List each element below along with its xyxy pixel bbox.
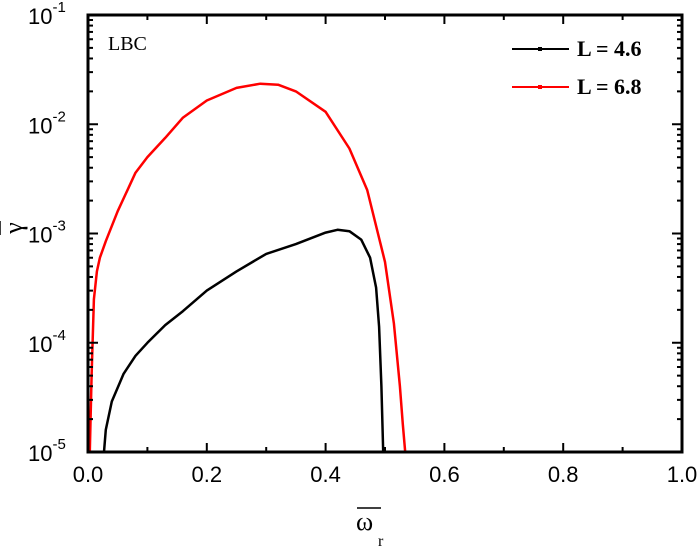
y-axis-title-gamma: γ	[0, 222, 28, 235]
legend-item-l46: L = 4.6	[512, 36, 642, 61]
data-curves	[88, 82, 407, 453]
y-axis-title: γ	[0, 221, 28, 235]
y-tick-label: 10-1	[28, 0, 66, 29]
x-tick-label: 1.0	[667, 462, 698, 487]
x-tick-label: 0.6	[429, 462, 460, 487]
y-tick-label: 10-2	[28, 108, 66, 138]
legend-marker-black	[538, 47, 542, 51]
x-tick-label: 0.0	[73, 462, 104, 487]
curve-series-0	[102, 228, 385, 453]
x-tick-label: 0.8	[548, 462, 579, 487]
x-tick-label: 0.4	[310, 462, 341, 487]
legend-label-l46: L = 4.6	[577, 36, 642, 61]
curve-series-1	[88, 82, 407, 453]
x-axis-tick-labels: 0.0 0.2 0.4 0.6 0.8 1.0	[73, 462, 698, 487]
legend: L = 4.6 L = 6.8	[512, 36, 642, 99]
y-axis-ticks	[88, 14, 682, 453]
legend-marker-red	[538, 85, 542, 89]
x-tick-label: 0.2	[192, 462, 223, 487]
y-tick-label: 10-4	[28, 327, 66, 357]
y-axis-tick-labels: 10-1 10-2 10-3 10-4 10-5	[28, 0, 66, 466]
legend-label-l68: L = 6.8	[577, 74, 642, 99]
y-tick-label: 10-5	[28, 436, 66, 466]
y-tick-label: 10-3	[28, 218, 66, 248]
annotation-lbc: LBC	[108, 33, 147, 55]
x-axis-title-omega: ω	[356, 507, 373, 536]
x-axis-title-subscript: r	[378, 533, 384, 549]
legend-item-l68: L = 6.8	[512, 74, 642, 99]
x-axis-title: ω r	[356, 507, 384, 549]
